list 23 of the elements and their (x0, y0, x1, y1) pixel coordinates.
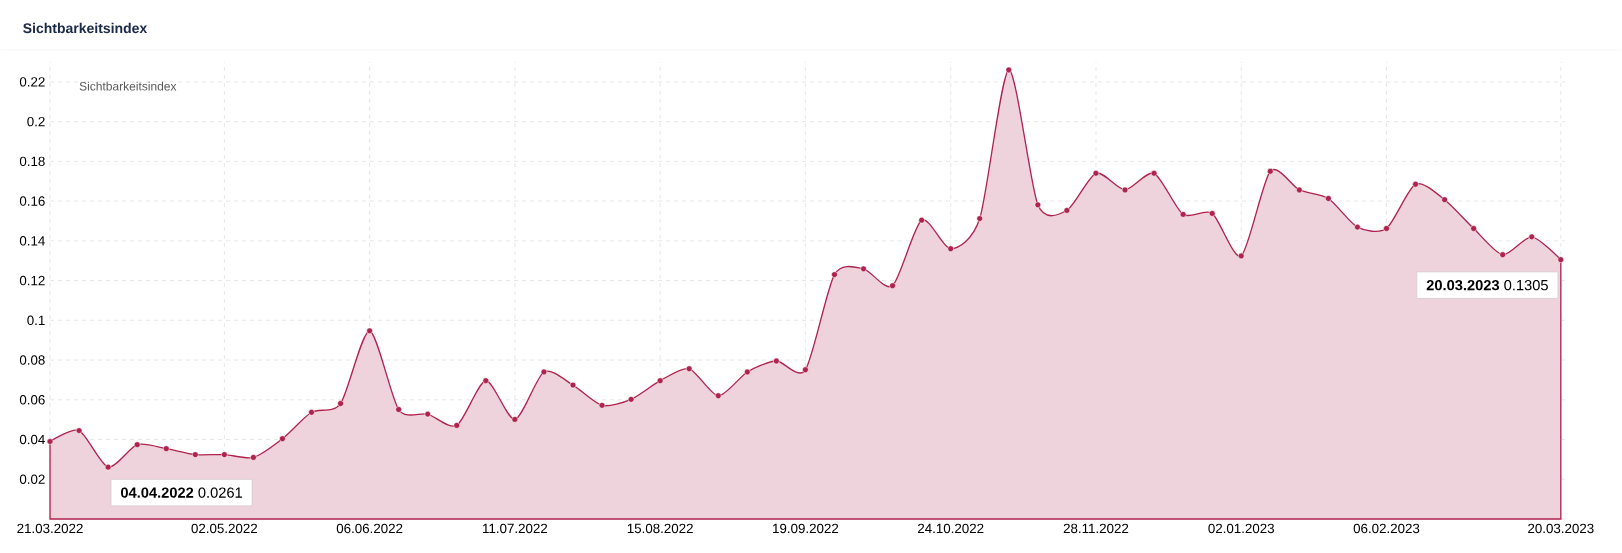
x-tick-label: 28.11.2022 (1063, 523, 1129, 534)
y-tick-label: 0.18 (19, 156, 45, 167)
y-tick-label: 0.14 (19, 236, 45, 246)
x-tick-label: 15.08.2022 (627, 523, 693, 534)
y-tick-label: 0.22 (19, 77, 45, 87)
x-tick-label: 24.10.2022 (917, 523, 984, 534)
y-tick-label: 0.08 (19, 355, 45, 365)
x-tick-label: 02.01.2023 (1208, 523, 1274, 534)
x-tick-label: 21.03.2022 (17, 523, 83, 534)
x-tick-label: 02.05.2022 (191, 523, 258, 534)
y-tick-label: 0.2 (27, 116, 45, 127)
x-tick-label: 11.07.2022 (483, 523, 548, 534)
x-tick-label: 06.02.2023 (1353, 523, 1420, 534)
y-tick-label: 0.16 (19, 196, 45, 206)
chart-title: Sichtbarkeitsindex (23, 22, 148, 34)
y-tick-label: 0.06 (19, 395, 45, 405)
x-tick-label: 20.03.2023 (1528, 523, 1594, 534)
y-tick-label: 0.12 (19, 275, 45, 286)
y-tick-label: 0.1 (27, 315, 45, 326)
y-tick-label: 0.02 (19, 474, 45, 484)
x-tick-label: 06.06.2022 (336, 523, 403, 534)
x-tick-label: 19.09.2022 (773, 523, 839, 534)
y-tick-label: 0.04 (19, 434, 45, 445)
